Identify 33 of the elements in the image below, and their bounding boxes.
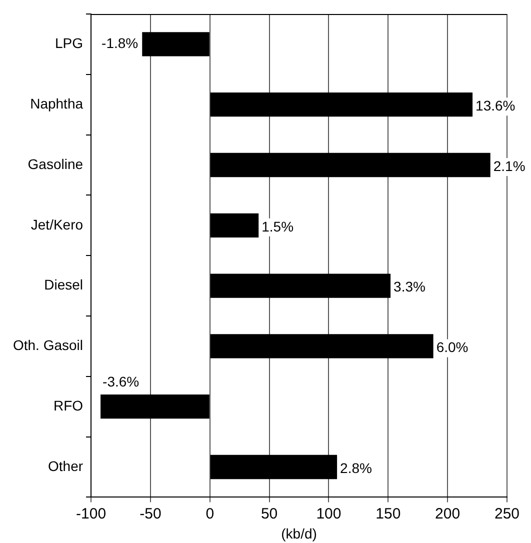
x-tick-label: 150 bbox=[376, 505, 401, 522]
y-tick-label: Gasoline bbox=[28, 156, 84, 172]
x-axis-title: (kb/d) bbox=[281, 525, 317, 542]
y-tick-label: Other bbox=[48, 458, 84, 474]
x-tick-label: -50 bbox=[140, 505, 162, 522]
x-tick-label: 250 bbox=[494, 505, 520, 522]
x-tick-label: 0 bbox=[206, 505, 214, 522]
bar bbox=[210, 213, 259, 238]
bar bbox=[210, 274, 391, 298]
y-tick-label: Diesel bbox=[44, 276, 84, 293]
annotation: 3.3% bbox=[394, 278, 426, 295]
x-tick-label: 50 bbox=[260, 505, 278, 522]
annotation: -1.8% bbox=[102, 35, 138, 52]
x-tick-label: 100 bbox=[316, 505, 342, 522]
x-tick-label: 200 bbox=[435, 505, 460, 522]
bar bbox=[210, 454, 338, 480]
annotation: -3.6% bbox=[102, 373, 140, 390]
annotation: 13.6% bbox=[476, 97, 516, 114]
y-tick-label: Naphtha bbox=[30, 95, 84, 112]
y-tick-label: LPG bbox=[55, 35, 84, 52]
bar bbox=[210, 152, 490, 178]
annotation: 2.1% bbox=[493, 158, 526, 174]
bar bbox=[100, 394, 210, 419]
y-tick-label: Oth. Gasoil bbox=[12, 337, 84, 354]
annotation: 1.5% bbox=[262, 218, 294, 234]
bar bbox=[210, 92, 473, 117]
y-tick-label: Jet/Kero bbox=[30, 216, 84, 232]
annotation: 2.8% bbox=[340, 460, 372, 476]
y-tick-label: RFO bbox=[53, 397, 84, 414]
bar bbox=[142, 32, 210, 56]
bar bbox=[210, 334, 434, 358]
x-tick-label: -100 bbox=[76, 505, 106, 522]
annotation: 6.0% bbox=[436, 339, 468, 356]
